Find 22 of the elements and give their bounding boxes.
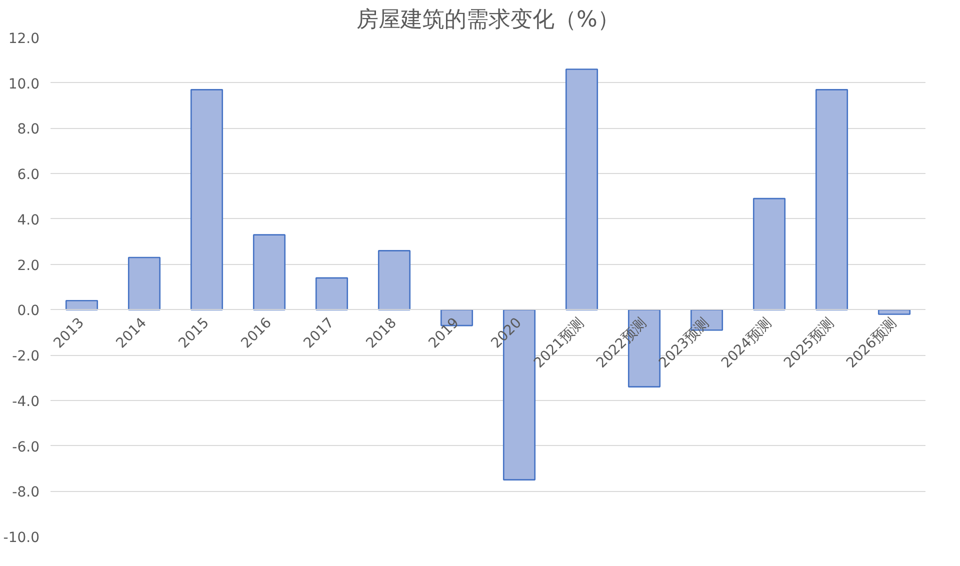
y-tick-label: -10.0: [3, 530, 40, 546]
y-tick-label: -4.0: [12, 394, 40, 410]
y-tick-label: 8.0: [17, 122, 40, 138]
y-tick-label: 2.0: [17, 258, 40, 274]
chart-title: 房屋建筑的需求变化（%）: [356, 8, 620, 32]
bar: [565, 68, 598, 310]
bar: [752, 198, 786, 310]
bar: [378, 250, 411, 310]
y-tick-label: -6.0: [12, 439, 40, 456]
bar: [315, 277, 348, 310]
y-tick-label: 0.0: [17, 303, 40, 320]
y-tick-label: -8.0: [12, 484, 40, 501]
y-tick-label: 10.0: [8, 76, 40, 92]
bar: [128, 256, 161, 310]
y-tick-label: 4.0: [17, 212, 40, 228]
bar: [65, 300, 98, 310]
y-tick-label: 6.0: [17, 167, 40, 184]
bar: [252, 234, 286, 310]
y-tick-label: 12.0: [8, 31, 40, 47]
bar: [190, 89, 224, 310]
bar: [815, 89, 848, 310]
y-tick-label: -2.0: [12, 348, 40, 365]
